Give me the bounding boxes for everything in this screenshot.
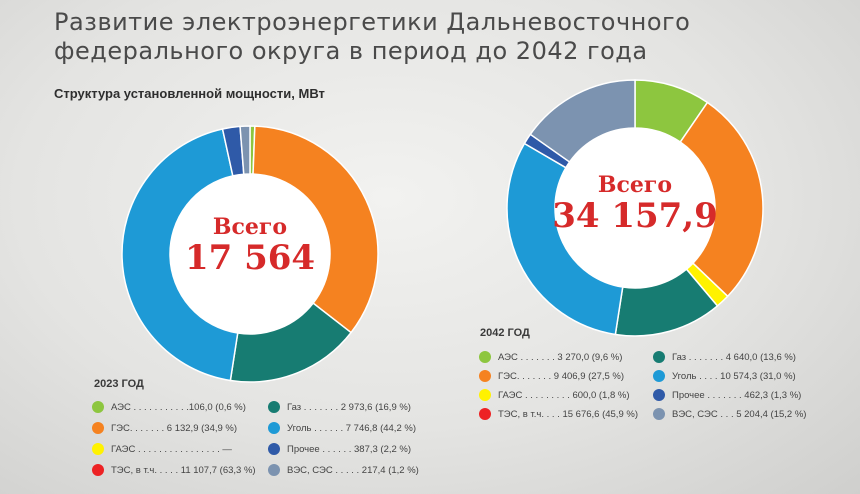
chart-subtitle: Структура установленной мощности, МВт: [54, 86, 325, 101]
legend-item: Прочее . . . . . . 387,3 (2,2 %): [268, 443, 411, 455]
total-2023: Всего 17 564: [170, 214, 330, 276]
legend-dot: [268, 464, 280, 476]
donut-center: [170, 174, 330, 334]
legend-dot: [92, 464, 104, 476]
legend-item: Уголь . . . . . . 7 746,8 (44,2 %): [268, 422, 416, 434]
page-title: Развитие электроэнергетики Дальневосточн…: [54, 8, 691, 65]
donut-chart-2023: [121, 125, 379, 383]
legend-dot: [479, 408, 491, 420]
donut-chart-2042: [506, 79, 764, 337]
legend-dot: [479, 370, 491, 382]
legend-item: ГАЭС . . . . . . . . . 600,0 (1,8 %): [479, 389, 630, 401]
legend-item: ТЭС, в т.ч. . . . . 11 107,7 (63,3 %): [92, 464, 256, 476]
legend-label: ГЭС. . . . . . . 6 132,9 (34,9 %): [111, 422, 238, 434]
legend-item: ГЭС. . . . . . . 9 406,9 (27,5 %): [479, 370, 624, 382]
legend-dot: [653, 408, 665, 420]
legend-label: Уголь . . . . 10 574,3 (31,0 %): [672, 370, 796, 382]
slice-coal: [506, 142, 624, 336]
year-2042-title: 2042 ГОД: [480, 327, 530, 339]
legend-dot: [268, 401, 280, 413]
legend-dot: [479, 389, 491, 401]
legend-label: Прочее . . . . . . 387,3 (2,2 %): [287, 443, 412, 455]
legend-item: Прочее . . . . . . . 462,3 (1,3 %): [653, 389, 801, 401]
legend-label: Уголь . . . . . . 7 746,8 (44,2 %): [287, 422, 416, 434]
legend-dot: [653, 370, 665, 382]
legend-item: АЭС . . . . . . . 3 270,0 (9,6 %): [479, 351, 622, 363]
legend-label: ГАЭС . . . . . . . . . 600,0 (1,8 %): [498, 389, 630, 401]
legend-label: АЭС . . . . . . . . . . .106,0 (0,6 %): [111, 401, 246, 413]
total-2042-label: Всего: [597, 172, 673, 198]
legend-label: Газ . . . . . . . 4 640,0 (13,6 %): [672, 351, 796, 363]
legend-label: ВЭС, СЭС . . . 5 204,4 (15,2 %): [672, 408, 807, 420]
legend-label: ТЭС, в т.ч. . . . . 11 107,7 (63,3 %): [111, 464, 256, 476]
total-2023-label: Всего: [212, 214, 288, 240]
legend-item: ГЭС. . . . . . . 6 132,9 (34,9 %): [92, 422, 237, 434]
legend-label: АЭС . . . . . . . 3 270,0 (9,6 %): [498, 351, 623, 363]
legend-item: АЭС . . . . . . . . . . .106,0 (0,6 %): [92, 401, 246, 413]
legend-label: ВЭС, СЭС . . . . . 217,4 (1,2 %): [287, 464, 419, 476]
legend-dot: [653, 389, 665, 401]
legend-dot: [92, 401, 104, 413]
total-2042-value: 34 157,9: [552, 196, 718, 236]
legend-item: Газ . . . . . . . 4 640,0 (13,6 %): [653, 351, 796, 363]
legend-label: Прочее . . . . . . . 462,3 (1,3 %): [672, 389, 802, 401]
legend-dot: [653, 351, 665, 363]
legend-label: ГАЭС . . . . . . . . . . . . . . . . —: [111, 443, 232, 455]
total-2042: Всего 34 157,9: [550, 172, 720, 234]
legend-dot: [92, 422, 104, 434]
legend-item: ТЭС, в т.ч. . . . 15 676,6 (45,9 %): [479, 408, 638, 420]
legend-dot: [92, 443, 104, 455]
legend-dot: [268, 422, 280, 434]
donut-center: [555, 128, 715, 288]
year-2023-title: 2023 ГОД: [94, 378, 144, 390]
legend-label: ТЭС, в т.ч. . . . 15 676,6 (45,9 %): [498, 408, 638, 420]
total-2023-value: 17 564: [184, 238, 316, 278]
legend-label: Газ . . . . . . . 2 973,6 (16,9 %): [287, 401, 411, 413]
legend-item: Газ . . . . . . . 2 973,6 (16,9 %): [268, 401, 411, 413]
legend-label: ГЭС. . . . . . . 9 406,9 (27,5 %): [498, 370, 625, 382]
legend-dot: [479, 351, 491, 363]
legend-dot: [268, 443, 280, 455]
legend-item: ГАЭС . . . . . . . . . . . . . . . . —: [92, 443, 232, 455]
legend-item: ВЭС, СЭС . . . 5 204,4 (15,2 %): [653, 408, 806, 420]
legend-item: ВЭС, СЭС . . . . . 217,4 (1,2 %): [268, 464, 419, 476]
legend-item: Уголь . . . . 10 574,3 (31,0 %): [653, 370, 796, 382]
